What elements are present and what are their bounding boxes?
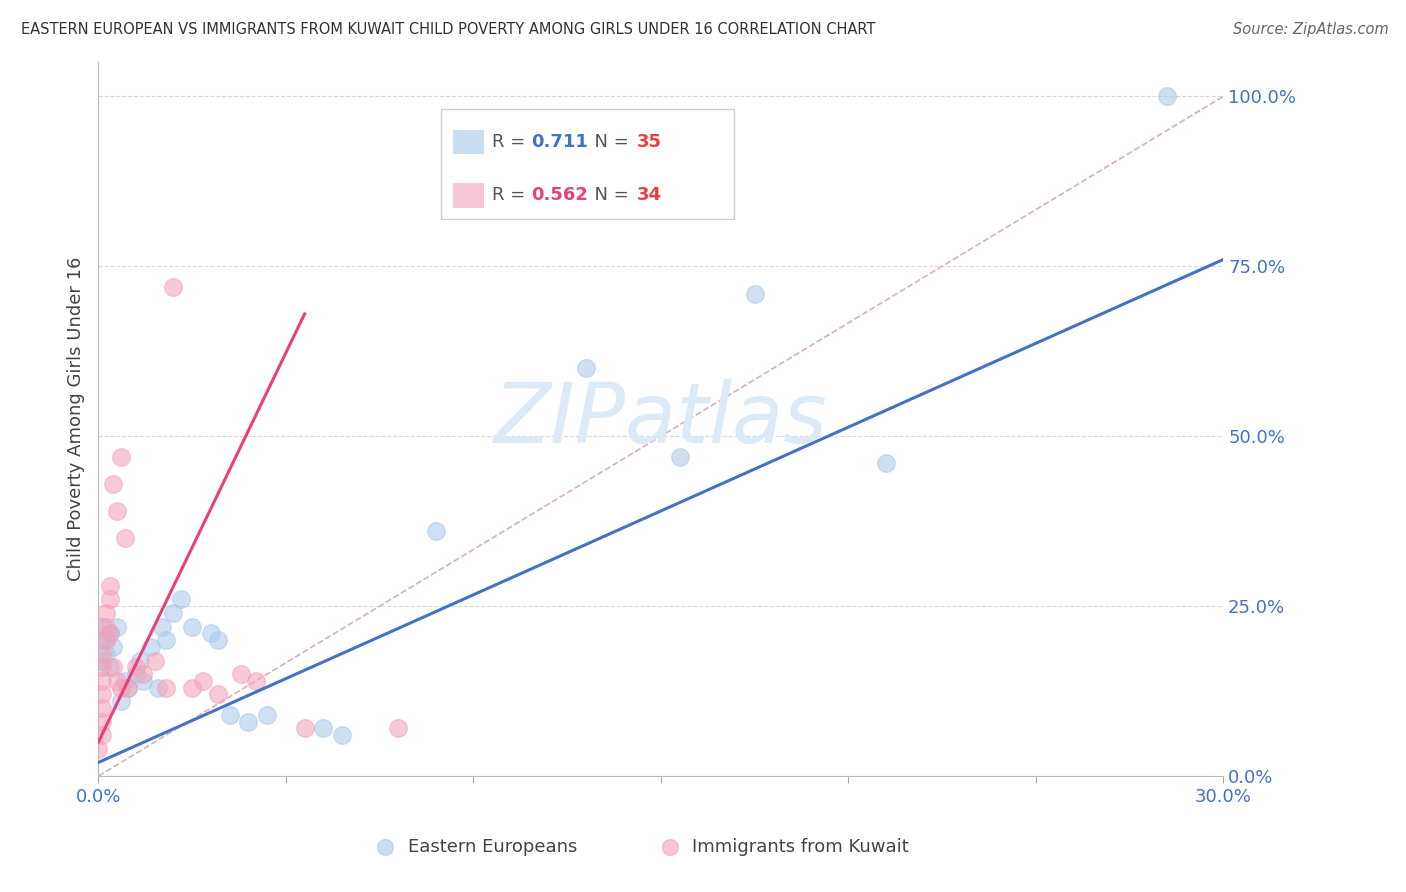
Point bbox=[238, 714, 260, 729]
Point bbox=[110, 450, 132, 464]
Point bbox=[575, 361, 598, 376]
Text: 0.711: 0.711 bbox=[531, 133, 588, 151]
Text: R =: R = bbox=[492, 133, 531, 151]
Text: 34: 34 bbox=[637, 186, 662, 204]
Point bbox=[128, 653, 150, 667]
Text: R =: R = bbox=[492, 186, 531, 204]
Point bbox=[181, 681, 204, 695]
Point bbox=[103, 640, 125, 654]
Point bbox=[132, 667, 155, 681]
Point bbox=[110, 681, 132, 695]
Point bbox=[91, 647, 114, 661]
Point bbox=[94, 619, 117, 633]
Point bbox=[229, 667, 252, 681]
Point bbox=[98, 579, 121, 593]
Point bbox=[170, 592, 193, 607]
Point bbox=[218, 707, 240, 722]
Point bbox=[668, 450, 690, 464]
Point bbox=[103, 660, 125, 674]
Point bbox=[143, 653, 166, 667]
Point bbox=[148, 681, 170, 695]
Point bbox=[155, 633, 177, 648]
Point bbox=[94, 633, 117, 648]
Point bbox=[98, 660, 121, 674]
Point bbox=[744, 286, 766, 301]
Point bbox=[103, 476, 125, 491]
Point bbox=[875, 457, 897, 471]
Point bbox=[98, 592, 121, 607]
Point bbox=[330, 728, 353, 742]
Point bbox=[91, 633, 114, 648]
Point bbox=[207, 633, 229, 648]
Point bbox=[91, 653, 114, 667]
Point bbox=[98, 626, 121, 640]
Point bbox=[200, 626, 222, 640]
Point bbox=[94, 647, 117, 661]
Point bbox=[105, 673, 128, 688]
Point bbox=[110, 694, 132, 708]
Point bbox=[425, 524, 447, 539]
Point bbox=[312, 722, 335, 736]
Text: N =: N = bbox=[583, 133, 636, 151]
Text: ZIPatlas: ZIPatlas bbox=[494, 379, 828, 459]
Point bbox=[94, 606, 117, 620]
Text: Immigrants from Kuwait: Immigrants from Kuwait bbox=[692, 838, 910, 856]
Point bbox=[207, 688, 229, 702]
Point bbox=[150, 619, 173, 633]
Text: EASTERN EUROPEAN VS IMMIGRANTS FROM KUWAIT CHILD POVERTY AMONG GIRLS UNDER 16 CO: EASTERN EUROPEAN VS IMMIGRANTS FROM KUWA… bbox=[21, 22, 876, 37]
Text: 35: 35 bbox=[637, 133, 662, 151]
Text: N =: N = bbox=[583, 186, 636, 204]
Point bbox=[91, 701, 114, 715]
Point bbox=[387, 722, 409, 736]
Point bbox=[117, 681, 139, 695]
Point bbox=[91, 714, 114, 729]
Point bbox=[155, 681, 177, 695]
Point bbox=[1156, 89, 1178, 103]
Text: Source: ZipAtlas.com: Source: ZipAtlas.com bbox=[1233, 22, 1389, 37]
Point bbox=[132, 673, 155, 688]
Point bbox=[91, 673, 114, 688]
Point bbox=[105, 504, 128, 518]
Point bbox=[125, 660, 148, 674]
Point bbox=[91, 660, 114, 674]
Point bbox=[245, 673, 267, 688]
Text: Eastern Europeans: Eastern Europeans bbox=[408, 838, 576, 856]
Point bbox=[162, 606, 184, 620]
Text: 0.562: 0.562 bbox=[531, 186, 588, 204]
Point bbox=[114, 531, 136, 545]
Point bbox=[94, 633, 117, 648]
Point bbox=[105, 619, 128, 633]
Point bbox=[294, 722, 316, 736]
Point bbox=[87, 742, 110, 756]
Point bbox=[1043, 837, 1066, 851]
Point bbox=[162, 279, 184, 293]
Y-axis label: Child Poverty Among Girls Under 16: Child Poverty Among Girls Under 16 bbox=[66, 257, 84, 582]
Point bbox=[139, 640, 162, 654]
Point bbox=[181, 619, 204, 633]
Point bbox=[98, 626, 121, 640]
Point bbox=[91, 728, 114, 742]
Point bbox=[117, 681, 139, 695]
Point bbox=[91, 688, 114, 702]
Point bbox=[125, 667, 148, 681]
Point bbox=[193, 673, 215, 688]
Point bbox=[114, 673, 136, 688]
Point bbox=[256, 707, 278, 722]
Point bbox=[91, 619, 114, 633]
